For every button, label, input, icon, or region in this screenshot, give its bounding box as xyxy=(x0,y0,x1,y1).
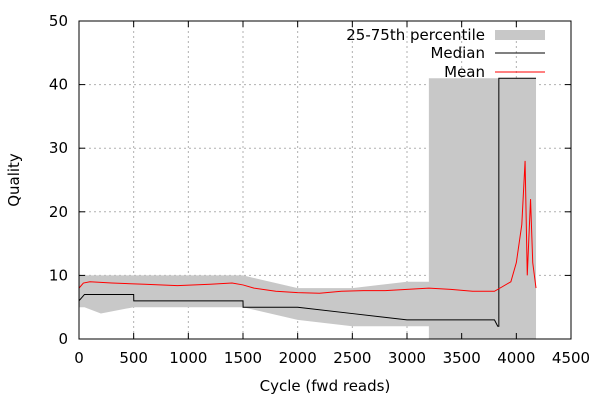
x-tick-label: 2000 xyxy=(279,349,317,367)
x-tick-label: 500 xyxy=(119,349,148,367)
legend: 25-75th percentile Median Mean xyxy=(346,26,545,81)
mean-line xyxy=(78,160,537,294)
x-tick-label: 1000 xyxy=(169,349,207,367)
x-tick-label: 4500 xyxy=(552,349,590,367)
median-layer xyxy=(78,77,537,327)
y-tick-label: 20 xyxy=(49,203,68,221)
plot-frame xyxy=(78,20,572,340)
x-tick-label: 3000 xyxy=(388,349,426,367)
legend-label-median: Median xyxy=(430,44,485,62)
y-axis-label: Quality xyxy=(5,153,23,207)
mean-layer xyxy=(78,160,537,294)
x-ticks: 0 500 1000 1500 2000 2500 3000 3500 4000 4500 xyxy=(74,21,590,367)
y-tick-label: 0 xyxy=(58,330,68,348)
y-ticks: 0 10 20 30 40 50 xyxy=(49,12,571,348)
x-tick-label: 0 xyxy=(74,349,84,367)
x-tick-label: 1500 xyxy=(224,349,262,367)
x-axis-label: Cycle (fwd reads) xyxy=(260,377,391,395)
band-layer xyxy=(79,78,537,340)
percentile-band xyxy=(79,78,537,340)
legend-swatch-band xyxy=(495,30,545,40)
x-tick-label: 4000 xyxy=(497,349,535,367)
median-line xyxy=(78,77,537,327)
legend-label-mean: Mean xyxy=(444,63,485,81)
y-tick-label: 30 xyxy=(49,139,68,157)
y-tick-label: 40 xyxy=(49,76,68,94)
legend-label-band: 25-75th percentile xyxy=(346,26,485,44)
x-tick-label: 3500 xyxy=(443,349,481,367)
y-tick-label: 50 xyxy=(49,12,68,30)
x-tick-label: 2500 xyxy=(333,349,371,367)
y-tick-label: 10 xyxy=(49,266,68,284)
